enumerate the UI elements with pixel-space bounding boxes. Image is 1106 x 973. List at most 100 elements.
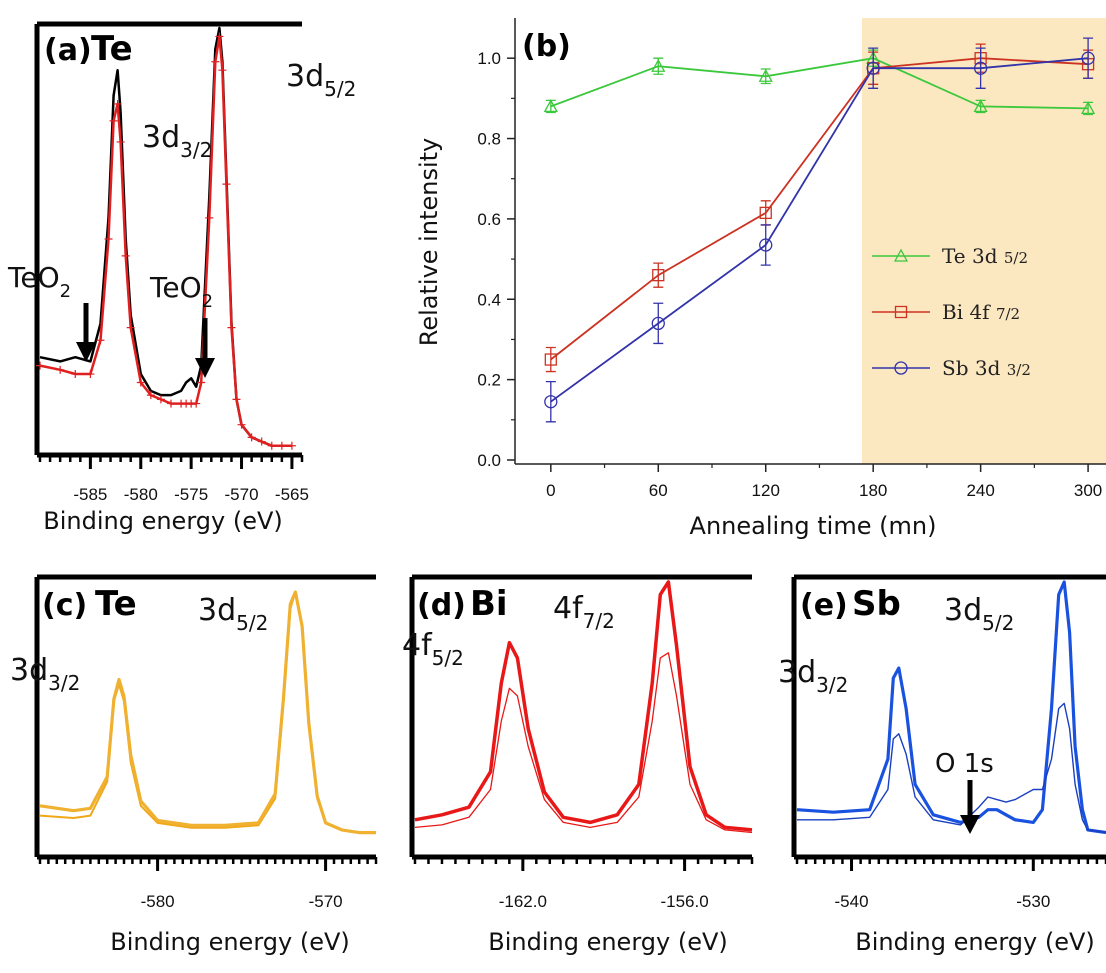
fit-point-marker [146, 391, 155, 400]
fit-point-marker [113, 99, 122, 108]
fit-point-marker [104, 235, 113, 243]
panel-c-peak-3d32: 3d3/2 [10, 653, 80, 695]
x-tick-label: 180 [859, 481, 887, 500]
panel-d-peak-4f52: 4f5/2 [402, 628, 464, 670]
spectrum-series-a-0 [39, 26, 292, 448]
legend-label: Sb 3d 3/2 [942, 356, 1031, 380]
error-bar [545, 380, 556, 423]
fit-point-marker [227, 323, 236, 332]
fit-point-marker [267, 441, 276, 450]
spectrum-series-a-1 [39, 35, 292, 448]
y-tick-label: 0.2 [477, 371, 501, 390]
x-tick-label: 60 [649, 481, 668, 500]
data-point [759, 238, 773, 252]
fit-point-marker [211, 57, 220, 66]
x-tick-label: 120 [752, 481, 780, 500]
spectrum-series-c-1 [39, 590, 376, 835]
panel-d-ticks: -162.0 -156.0 [413, 857, 754, 911]
panel-d-xlabel: Binding energy (eV) [488, 928, 727, 956]
panel-d-letter: (d) [417, 588, 466, 623]
data-point [544, 353, 557, 366]
panel-e-element: Sb [852, 584, 901, 624]
panel-a-plot [36, 26, 296, 450]
error-bar [653, 262, 664, 288]
spectrum-series-d-1 [414, 580, 753, 832]
panel-c-letter: (c) [42, 588, 87, 623]
x-tick-label: -575 [174, 485, 208, 504]
panel-b-ylabel: Relative intensity [415, 138, 443, 346]
arrow-icon [960, 780, 980, 834]
data-point [1080, 101, 1096, 115]
fit-point-marker [287, 441, 296, 450]
fit-point-marker [197, 378, 206, 387]
x-tick-label: -530 [1016, 892, 1050, 911]
data-point [973, 61, 988, 75]
series-line-2 [550, 57, 1089, 403]
panel-e-frame [791, 574, 1106, 860]
panel-e: -540 -530 (e) Sb 3d5/2 3d3/2 O 1s Binding… [778, 574, 1106, 956]
arrow-icon [195, 318, 215, 378]
fit-point-marker [257, 437, 266, 446]
panel-b: 0.0 0.2 0.4 0.6 0.8 1.0 0 60 120 180 240 300 (b) Re… [415, 18, 1106, 540]
panel-a-letter: (a) [44, 33, 92, 68]
fit-point-marker [86, 370, 95, 379]
y-tick-label: 0.6 [477, 210, 501, 229]
fit-point-marker [136, 378, 145, 387]
series-line-0 [550, 57, 1089, 110]
panel-a-teo2-left: TeO2 [7, 261, 71, 302]
panel-c-peak-3d52: 3d5/2 [198, 593, 268, 635]
fit-point-marker [36, 361, 44, 370]
data-point [973, 99, 988, 113]
fit-point-marker [109, 116, 118, 125]
data-point [759, 206, 772, 220]
panel-a: -585 -580 -575 -570 -565 (a) Te 3d3/2 3d5/2 … [7, 21, 356, 535]
panel-e-xlabel: Binding energy (eV) [855, 928, 1094, 956]
fit-point-marker [215, 32, 224, 41]
error-bar [760, 200, 771, 226]
error-bar [868, 47, 879, 89]
fit-point-marker [232, 395, 241, 404]
x-tick-label: -580 [141, 892, 175, 911]
fit-point-marker [116, 137, 125, 146]
error-bar [545, 346, 556, 373]
x-tick-label: -580 [124, 485, 158, 504]
y-tick-label: 1.0 [477, 49, 501, 68]
panel-b-letter: (b) [522, 29, 571, 64]
annealing-shaded-region [862, 18, 1106, 464]
fit-point-marker [56, 365, 65, 374]
data-point [866, 61, 880, 75]
panel-c-ticks: -580 -570 [38, 857, 378, 911]
y-tick-label: 0.8 [477, 130, 501, 149]
data-point [651, 316, 665, 331]
x-tick-label: 0 [546, 481, 555, 500]
panel-a-peak-3d32: 3d3/2 [142, 120, 212, 162]
data-point [651, 58, 666, 72]
fit-point-marker [205, 213, 214, 222]
legend-label: Bi 4f 7/2 [942, 300, 1020, 324]
panel-a-ticks: -585 -580 -575 -570 -565 [38, 455, 309, 504]
panel-c-plot [39, 590, 376, 835]
panel-c-element: Te [95, 584, 137, 624]
panel-e-ticks: -540 -530 [795, 857, 1106, 911]
panel-e-peak-3d32: 3d3/2 [778, 655, 848, 697]
x-tick-label: -570 [309, 892, 343, 911]
x-tick-label: -156.0 [660, 892, 708, 911]
fit-point-marker [156, 395, 165, 404]
error-bar [653, 302, 664, 345]
fit-point-marker [247, 433, 256, 442]
panel-a-element: Te [91, 29, 133, 69]
spectrum-series-e-0 [796, 580, 1106, 835]
series-line-1 [550, 57, 1089, 361]
error-bar [975, 47, 986, 89]
panel-d: -162.0 -156.0 (d) Bi 4f7/2 4f5/2 Binding … [402, 574, 754, 956]
fit-point-marker [126, 323, 135, 332]
fit-point-marker [121, 251, 130, 260]
panel-b-xlabel: Annealing time (mn) [690, 512, 937, 540]
legend-marker [894, 361, 908, 375]
panel-a-xlabel: Binding energy (eV) [43, 507, 282, 535]
panel-c-xlabel: Binding energy (eV) [110, 928, 349, 956]
panel-e-peak-3d52: 3d5/2 [944, 593, 1014, 635]
arrow-icon [76, 303, 96, 362]
legend-marker [893, 248, 909, 262]
